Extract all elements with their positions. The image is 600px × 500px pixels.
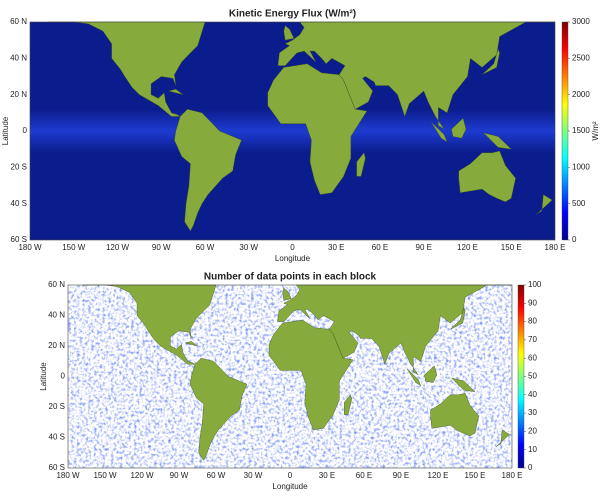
x-tick-label: 180 E (545, 243, 566, 252)
landmass (481, 48, 500, 75)
landmass (406, 368, 422, 387)
x-tick-label: 60 W (207, 471, 226, 480)
colorbar-tick-label: 1500 (572, 126, 590, 135)
colorbar (561, 21, 569, 241)
colorbar-tick-label: 90 (528, 298, 537, 307)
landmass (450, 307, 466, 330)
x-tick-label: 150 W (62, 243, 86, 252)
colorbar-tick-label: 1000 (572, 162, 590, 171)
x-tick-label: 150 W (93, 471, 117, 480)
y-tick-label: 40 S (49, 433, 65, 442)
colorbar-tick-label: 50 (528, 372, 537, 381)
landmass (268, 319, 354, 431)
x-tick-label: 120 E (428, 471, 449, 480)
x-tick-label: 150 E (501, 243, 522, 252)
x-tick-label: 60 E (372, 243, 388, 252)
landmass (458, 150, 516, 203)
x-tick-label: 150 E (465, 471, 486, 480)
colorbar-tick-label: 40 (528, 390, 537, 399)
y-tick-label: 20 N (48, 341, 65, 350)
colorbar-tick-label: 10 (528, 445, 537, 454)
landmass (424, 365, 437, 383)
landmass (356, 152, 366, 177)
x-tick-label: 120 E (457, 243, 478, 252)
x-tick-label: 30 E (328, 243, 344, 252)
x-axis-label: Longitude (272, 482, 308, 491)
y-tick-label: 0 (23, 126, 28, 135)
y-tick-label: 20 N (10, 90, 27, 99)
colorbar-tick-label: 60 (528, 353, 537, 362)
panel-title: Number of data points in each block (204, 272, 377, 283)
y-tick-label: 40 N (48, 311, 65, 320)
y-tick-label: 60 S (11, 235, 27, 244)
colorbar-tick-label: 0 (528, 463, 533, 472)
landmass (344, 394, 352, 415)
colorbar-tick-label: 70 (528, 335, 537, 344)
y-tick-label: 60 S (49, 463, 65, 472)
x-tick-label: 120 W (106, 243, 130, 252)
y-tick-label: 40 S (11, 199, 27, 208)
landmass (495, 429, 510, 447)
colorbar-tick-label: 100 (528, 280, 542, 289)
y-axis-label: Latitude (39, 362, 48, 391)
x-tick-label: 90 E (393, 471, 409, 480)
colorbar-tick-label: 500 (572, 199, 586, 208)
x-tick-label: 120 W (130, 471, 154, 480)
landmass (482, 132, 512, 150)
x-tick-label: 180 W (18, 243, 42, 252)
x-tick-label: 90 W (152, 243, 171, 252)
x-tick-label: 30 E (319, 471, 335, 480)
x-tick-label: 90 E (416, 243, 432, 252)
landmass (47, 21, 206, 117)
panel-title: Kinetic Energy Flux (W/m²) (229, 9, 356, 20)
colorbar-tick-label: 0 (572, 235, 577, 244)
x-tick-label: 30 W (244, 471, 263, 480)
x-tick-label: 60 E (356, 471, 372, 480)
landmass (82, 284, 217, 365)
x-tick-label: 60 W (196, 243, 215, 252)
colorbar-label: W/m² (591, 121, 600, 140)
colorbar-tick-label: 80 (528, 317, 537, 326)
colorbar-tick-label: 2500 (572, 53, 590, 62)
y-tick-label: 20 S (49, 402, 65, 411)
landmass (451, 117, 467, 139)
y-tick-label: 20 S (11, 162, 27, 171)
y-tick-label: 60 N (48, 280, 65, 289)
landmass (430, 393, 479, 437)
x-tick-label: 0 (288, 471, 293, 480)
landmass (450, 377, 476, 393)
landmass (535, 194, 553, 215)
x-tick-label: 180 E (502, 471, 523, 480)
landmass (185, 341, 198, 347)
colorbar-tick-label: 20 (528, 427, 537, 436)
x-axis-label: Longitude (275, 254, 311, 263)
map-frame (29, 21, 556, 241)
y-tick-label: 60 N (10, 17, 27, 26)
map-panel (67, 284, 513, 469)
map-panel (29, 21, 556, 241)
y-axis-label: Latitude (1, 116, 10, 145)
colorbar-tick-label: 3000 (572, 17, 590, 26)
colorbar (517, 284, 525, 469)
landmass (267, 63, 368, 195)
landmass (430, 121, 448, 143)
landmass (283, 25, 295, 41)
landmass (168, 88, 184, 95)
map-frame (67, 284, 513, 469)
y-tick-label: 40 N (10, 53, 27, 62)
landmass (174, 108, 242, 232)
x-tick-label: 0 (290, 243, 295, 252)
colorbar-tick-label: 30 (528, 408, 537, 417)
x-tick-label: 30 W (239, 243, 258, 252)
x-tick-label: 90 W (170, 471, 189, 480)
colorbar-tick-label: 2000 (572, 90, 590, 99)
y-tick-label: 0 (61, 372, 66, 381)
landmass (282, 287, 292, 301)
x-tick-label: 180 W (56, 471, 80, 480)
landmass (189, 357, 248, 461)
